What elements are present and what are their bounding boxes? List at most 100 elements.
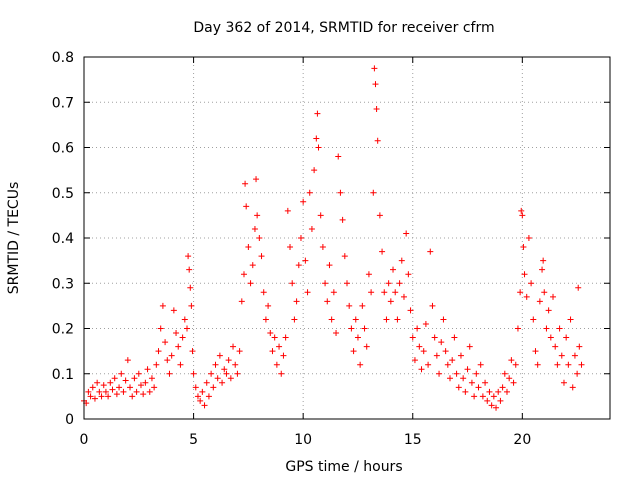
data-point — [243, 203, 250, 210]
data-point — [164, 357, 171, 364]
data-point — [322, 280, 329, 287]
data-point — [91, 395, 98, 402]
data-point — [418, 366, 425, 373]
data-point — [187, 284, 194, 291]
data-point — [245, 244, 252, 251]
data-point — [365, 271, 372, 278]
x-tick-label: 0 — [80, 432, 89, 448]
data-point — [457, 352, 464, 359]
data-point — [330, 289, 337, 296]
data-point — [460, 375, 467, 382]
data-point — [558, 352, 565, 359]
data-point — [361, 325, 368, 332]
data-point — [254, 212, 261, 219]
data-point — [447, 375, 454, 382]
data-point — [319, 244, 326, 251]
data-point — [113, 391, 120, 398]
data-point — [247, 280, 254, 287]
data-point — [471, 393, 478, 400]
data-point — [155, 348, 162, 355]
data-point — [368, 289, 375, 296]
data-point — [240, 271, 247, 278]
data-point — [190, 370, 197, 377]
data-point — [184, 325, 191, 332]
data-point — [129, 393, 136, 400]
data-point — [223, 370, 230, 377]
data-point — [359, 302, 366, 309]
data-point — [142, 379, 149, 386]
data-point — [199, 388, 206, 395]
data-point — [565, 361, 572, 368]
data-point — [539, 266, 546, 273]
data-point — [390, 266, 397, 273]
data-point — [433, 352, 440, 359]
data-point — [234, 370, 241, 377]
data-point — [276, 343, 283, 350]
y-tick-label: 0.3 — [52, 276, 74, 292]
x-tick-label: 5 — [189, 432, 198, 448]
data-point — [289, 280, 296, 287]
data-point — [127, 384, 134, 391]
y-tick-label: 0 — [65, 412, 74, 428]
data-point — [188, 302, 195, 309]
data-point — [265, 302, 272, 309]
data-point — [162, 339, 169, 346]
data-point — [514, 325, 521, 332]
data-point — [85, 388, 92, 395]
data-point — [170, 307, 177, 314]
data-point — [534, 361, 541, 368]
data-point — [383, 316, 390, 323]
data-point — [484, 397, 491, 404]
data-point — [497, 397, 504, 404]
data-point — [295, 262, 302, 269]
data-point — [256, 235, 263, 241]
data-point — [87, 393, 94, 400]
data-point — [350, 348, 357, 355]
data-point — [466, 343, 473, 350]
data-point — [293, 298, 300, 305]
data-point — [354, 334, 361, 341]
data-point — [352, 316, 359, 323]
data-point — [503, 388, 510, 395]
data-point — [249, 262, 256, 269]
data-point — [89, 384, 96, 391]
data-point — [420, 348, 427, 355]
data-point — [242, 180, 249, 187]
data-point — [273, 361, 280, 368]
data-point — [464, 366, 471, 373]
data-point — [556, 325, 563, 332]
data-point — [571, 352, 578, 359]
data-point — [346, 302, 353, 309]
data-point — [192, 384, 199, 391]
x-tick-label: 20 — [513, 432, 531, 448]
data-point — [372, 81, 379, 88]
data-point — [540, 257, 547, 264]
data-point — [387, 298, 394, 305]
data-point — [436, 370, 443, 377]
data-point — [486, 388, 493, 395]
data-point — [508, 357, 515, 364]
data-point — [317, 212, 324, 219]
data-point — [543, 325, 550, 332]
data-point — [510, 379, 517, 386]
data-point — [201, 402, 208, 409]
data-point — [422, 320, 429, 327]
data-point — [490, 393, 497, 400]
chart-title: Day 362 of 2014, SRMTID for receiver cfr… — [193, 20, 494, 36]
data-point — [94, 379, 101, 386]
data-point — [260, 289, 267, 296]
data-point — [414, 325, 421, 332]
data-point — [451, 334, 458, 341]
data-point — [425, 361, 432, 368]
data-point — [185, 253, 192, 260]
data-point — [291, 316, 298, 323]
data-point — [157, 325, 164, 332]
data-point — [137, 382, 144, 389]
data-point — [477, 361, 484, 368]
data-point — [144, 366, 151, 373]
data-point — [517, 289, 524, 296]
data-point — [499, 384, 506, 391]
data-point — [124, 357, 131, 364]
data-point — [205, 393, 212, 400]
data-point — [518, 207, 525, 214]
